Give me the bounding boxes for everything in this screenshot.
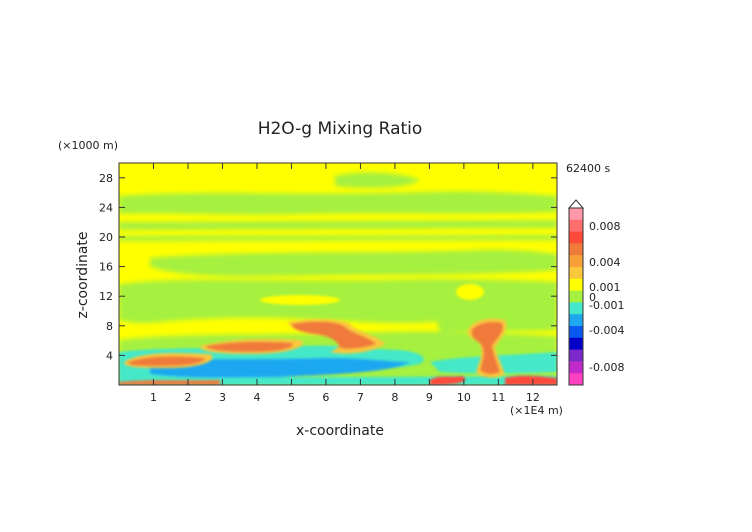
x-tick-label: 9 (426, 391, 433, 404)
band-mid-east (430, 298, 557, 332)
y-tick-label: 24 (99, 201, 113, 214)
x-axis-label: x-coordinate (296, 423, 384, 439)
yellow-patch-b (260, 295, 340, 305)
x-tick-label: 4 (253, 391, 260, 404)
colorbar-swatch (569, 231, 583, 244)
x-tick-label: 1 (150, 391, 157, 404)
colorbar-swatch (569, 243, 583, 256)
x-tick-label: 3 (219, 391, 226, 404)
colorbar-label: 0.001 (589, 281, 621, 294)
chart-title: H2O-g Mixing Ratio (258, 119, 423, 139)
y-tick-label: 12 (99, 290, 113, 303)
y-axis-label: z-coordinate (75, 231, 91, 318)
colorbar-swatch (569, 314, 583, 327)
time-label: 62400 s (566, 162, 610, 175)
plume-4 (471, 321, 504, 375)
colorbar-swatch (569, 337, 583, 351)
colorbar-frame (568, 207, 584, 386)
x-tick-label: 6 (322, 391, 329, 404)
colorbar-swatch (569, 219, 583, 233)
yellow-patch-a (456, 284, 484, 300)
surface-orange-strip (119, 380, 220, 385)
colorbar-label: 0.004 (589, 256, 621, 269)
surface-red-spots (430, 375, 557, 385)
colorbar-swatch (569, 267, 583, 280)
colorbar-label: -0.004 (589, 324, 624, 337)
x-tick-label: 2 (184, 391, 191, 404)
colorbar-label: 0 (589, 291, 596, 304)
x-tick-label: 8 (391, 391, 398, 404)
x-tick-label: 7 (357, 391, 364, 404)
colorbar-swatch (569, 302, 583, 315)
plume-3 (292, 321, 376, 349)
y-tick-label: 8 (106, 320, 113, 333)
colorbar-swatch (569, 290, 583, 303)
x-tick-label: 5 (288, 391, 295, 404)
x-tick-label: 10 (457, 391, 471, 404)
plot-frame (118, 162, 558, 386)
colorbar-swatch (569, 349, 583, 362)
plume-1 (128, 356, 205, 366)
colorbar-top-arrow (567, 199, 585, 209)
colorbar-swatch (569, 373, 583, 386)
colorbar-label: 0.008 (589, 220, 621, 233)
band-24km (119, 191, 557, 215)
positive-regions (119, 318, 557, 385)
y-tick-label: 16 (99, 261, 113, 274)
plot-area (119, 163, 557, 385)
blue-region-west (150, 357, 410, 379)
yellow-patches (260, 284, 484, 305)
band-21km (119, 220, 557, 230)
colorbar-swatch (569, 326, 583, 339)
colorbar-swatch (569, 278, 583, 292)
x-tick-label: 12 (526, 391, 540, 404)
colorbar-swatch (569, 255, 583, 268)
colorbar-label: -0.008 (589, 361, 624, 374)
band-16km (150, 249, 557, 277)
y-unit-label: (×1000 m) (58, 139, 118, 152)
x-tick-label: 11 (491, 391, 505, 404)
colorbar-swatch (569, 361, 583, 374)
x-unit-label: (×1E4 m) (510, 404, 563, 417)
x-axis: 1 2 3 4 5 6 7 8 9 10 11 12 (150, 163, 540, 404)
colorbar-swatch (569, 208, 583, 221)
band-19km (119, 235, 557, 241)
y-axis: 4 8 12 16 20 24 28 (99, 172, 557, 362)
colorbar-label: -0.001 (589, 299, 624, 312)
y-tick-label: 28 (99, 172, 113, 185)
plume-2 (206, 341, 293, 352)
band-upper (335, 172, 420, 188)
y-tick-label: 4 (106, 349, 113, 362)
y-tick-label: 20 (99, 231, 113, 244)
